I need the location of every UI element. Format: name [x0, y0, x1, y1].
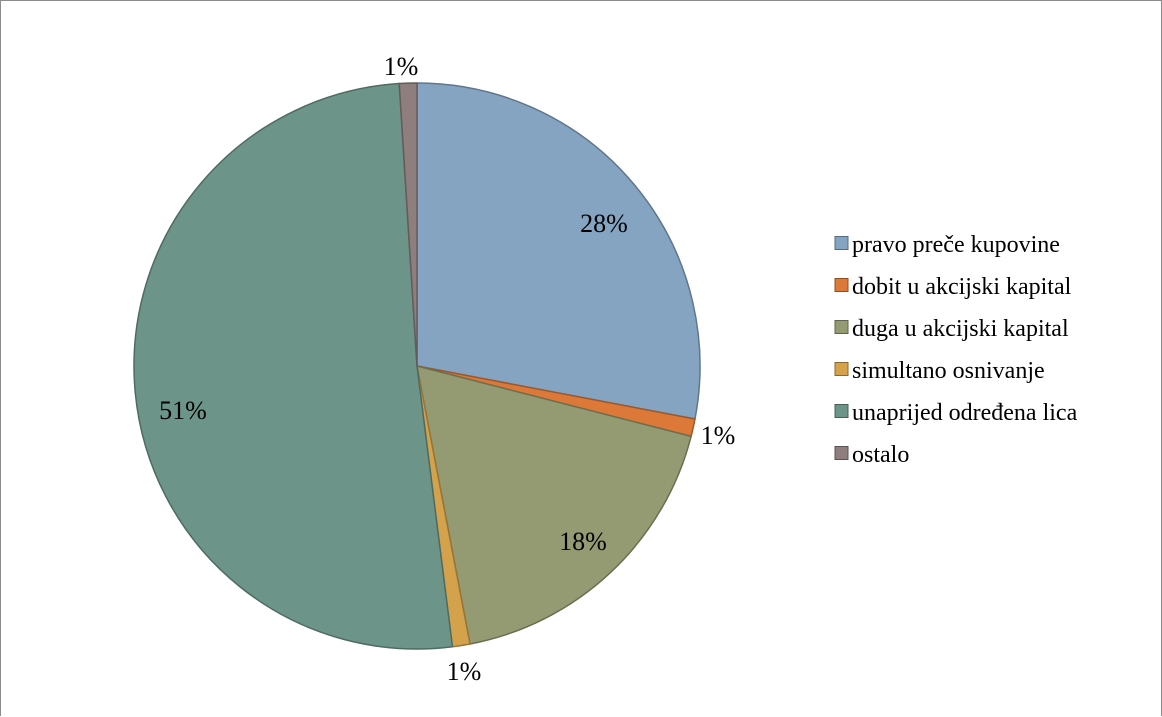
legend-label-pravo-prece-kupovine: pravo preče kupovine — [852, 232, 1060, 258]
legend-item-pravo-prece-kupovine: pravo preče kupovine — [834, 232, 1060, 258]
legend-swatch-unaprijed-odredena-lica — [834, 404, 849, 418]
legend-item-dobit-u-akcijski-kapital: dobit u akcijski kapital — [834, 274, 1072, 300]
pie-slice-pravo-prece-kupovine — [416, 82, 701, 420]
legend-swatch-simultano-osnivanje — [834, 362, 849, 376]
data-label-ostalo: 1% — [384, 52, 419, 81]
legend-item-simultano-osnivanje: simultano osnivanje — [834, 358, 1045, 384]
data-label-duga-u-akcijski-kapital: 18% — [559, 527, 607, 556]
pie-slice-ostalo — [398, 82, 418, 367]
legend: pravo preče kupovine dobit u akcijski kap… — [834, 232, 1078, 468]
legend-label-dobit-u-akcijski-kapital: dobit u akcijski kapital — [852, 274, 1072, 300]
pie-data-labels: 28% 1% 18% 1% 51% 1% — [159, 52, 735, 686]
legend-swatch-duga-u-akcijski-kapital — [834, 320, 849, 334]
data-label-dobit-u-akcijski-kapital: 1% — [701, 421, 736, 450]
pie-slice-duga-u-akcijski-kapital — [416, 365, 692, 645]
pie-slice-unaprijed-odredena-lica — [133, 82, 454, 650]
data-label-simultano-osnivanje: 1% — [447, 657, 482, 686]
legend-label-unaprijed-odredena-lica: unaprijed određena lica — [852, 400, 1078, 426]
data-label-pravo-prece-kupovine: 28% — [580, 209, 628, 238]
data-label-unaprijed-odredena-lica: 51% — [159, 396, 207, 425]
legend-swatch-ostalo — [834, 446, 849, 460]
legend-label-duga-u-akcijski-kapital: duga u akcijski kapital — [852, 316, 1069, 342]
legend-item-ostalo: ostalo — [834, 442, 909, 468]
legend-swatch-dobit-u-akcijski-kapital — [834, 278, 849, 292]
legend-label-ostalo: ostalo — [852, 442, 909, 468]
pie-slices — [133, 82, 701, 650]
legend-swatch-pravo-prece-kupovine — [834, 236, 849, 250]
legend-item-unaprijed-odredena-lica: unaprijed određena lica — [834, 400, 1078, 426]
legend-label-simultano-osnivanje: simultano osnivanje — [852, 358, 1045, 384]
legend-item-duga-u-akcijski-kapital: duga u akcijski kapital — [834, 316, 1069, 342]
